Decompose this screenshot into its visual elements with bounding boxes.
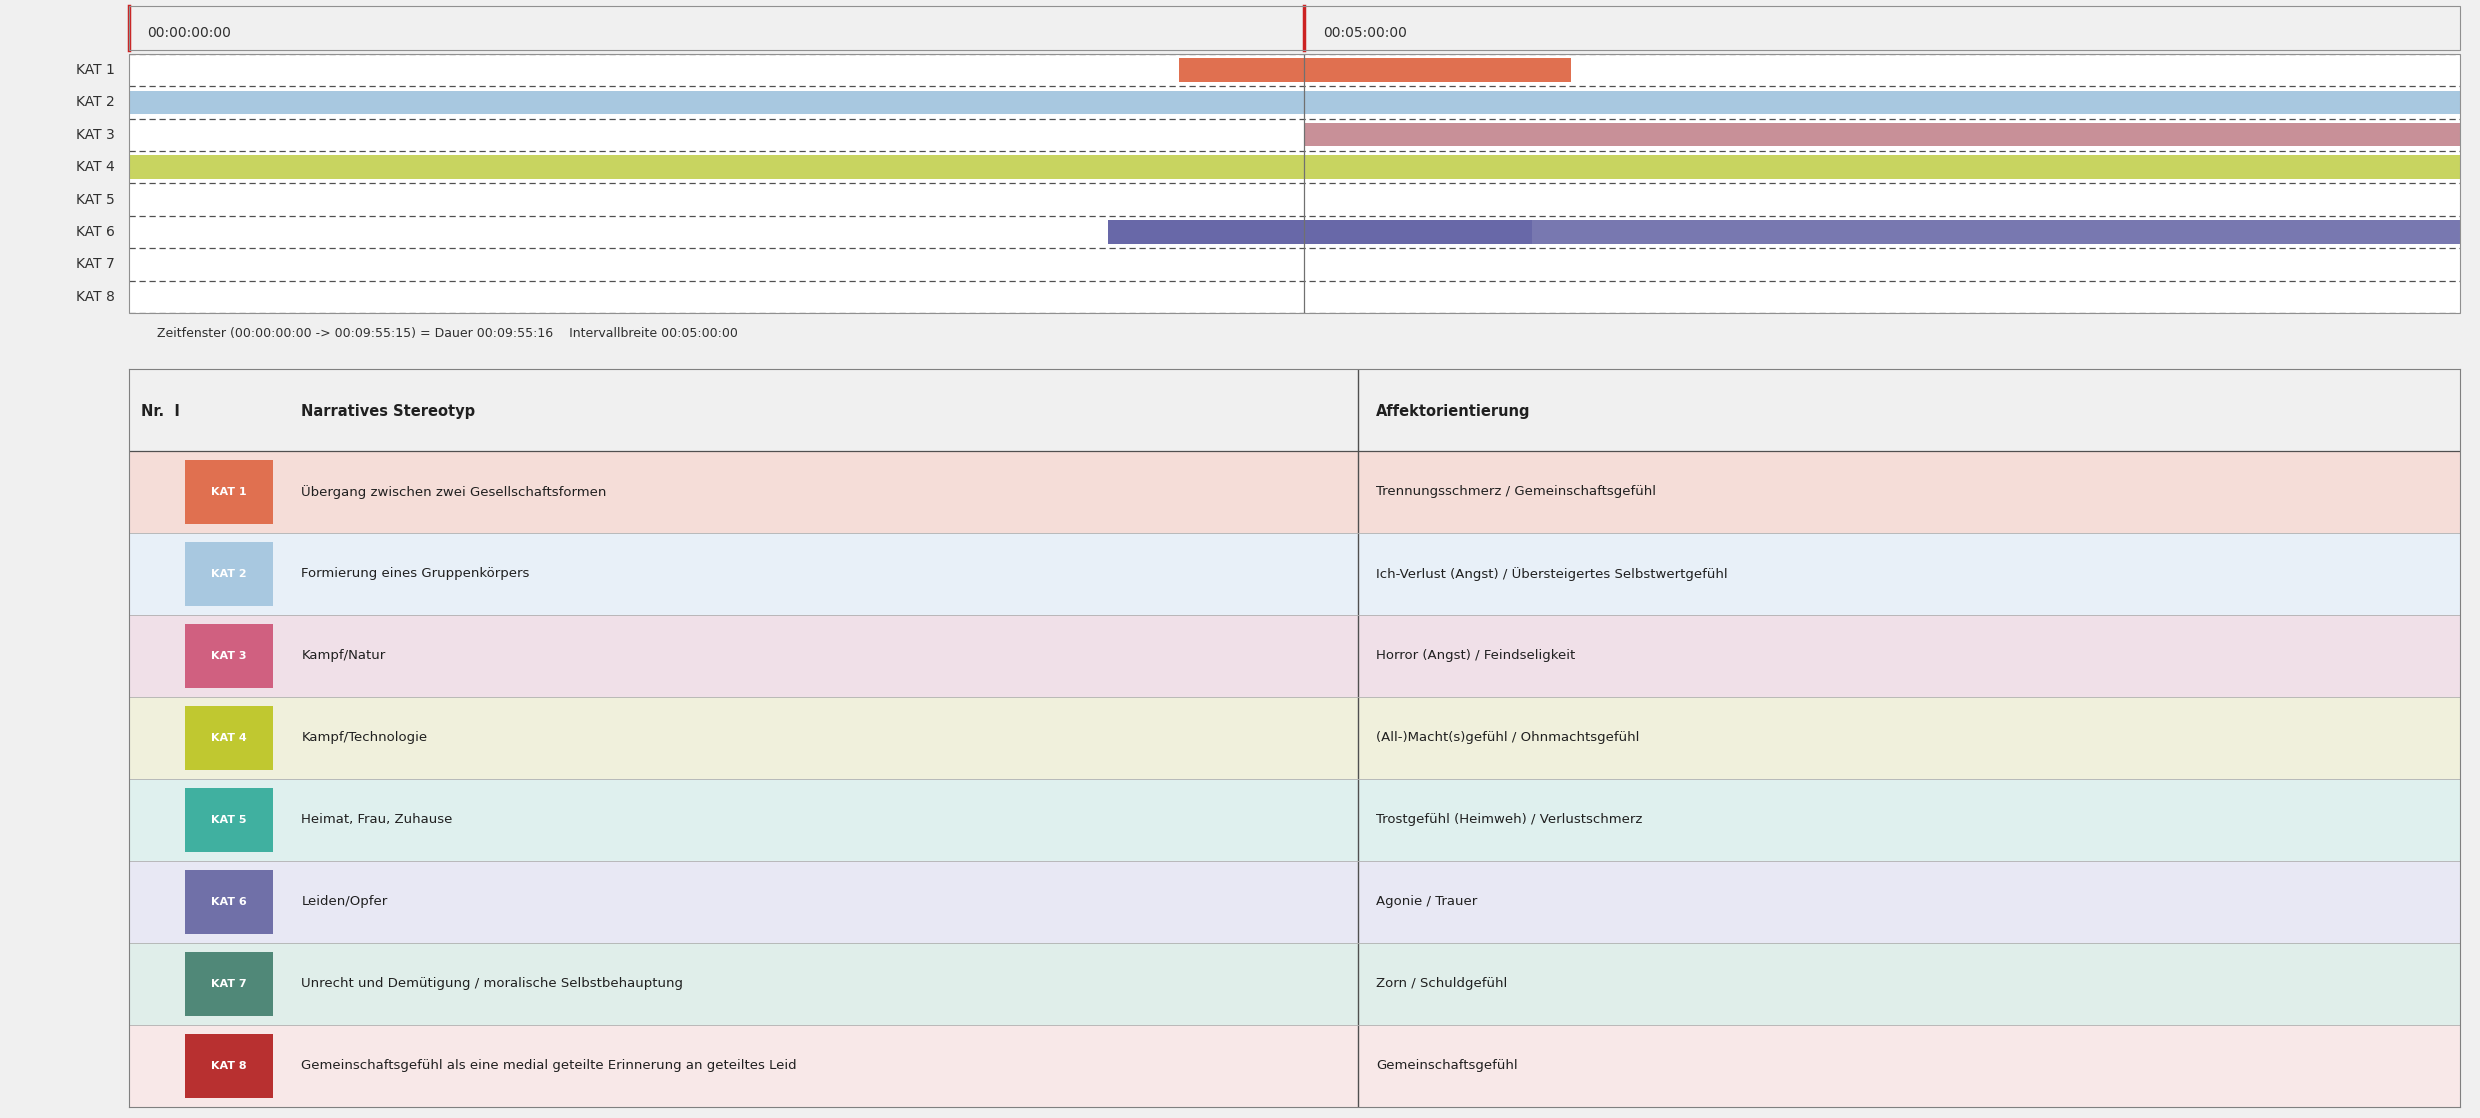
Bar <box>129 615 1357 697</box>
Text: 00:05:00:00: 00:05:00:00 <box>1322 27 1406 40</box>
Bar <box>1357 451 2460 533</box>
Bar <box>1304 155 2460 179</box>
Text: KAT 7: KAT 7 <box>77 257 114 272</box>
Text: KAT 8: KAT 8 <box>77 290 114 304</box>
Text: KAT 4: KAT 4 <box>77 160 114 174</box>
Bar <box>186 542 273 606</box>
Text: Horror (Angst) / Feindseligkeit: Horror (Angst) / Feindseligkeit <box>1376 650 1575 662</box>
Text: Heimat, Frau, Zuhause: Heimat, Frau, Zuhause <box>303 814 454 826</box>
Text: Leiden/Opfer: Leiden/Opfer <box>303 896 387 908</box>
Text: KAT 7: KAT 7 <box>211 979 248 988</box>
Text: KAT 2: KAT 2 <box>211 569 248 579</box>
Bar <box>1109 220 1649 244</box>
Text: KAT 6: KAT 6 <box>77 225 114 239</box>
Text: Agonie / Trauer: Agonie / Trauer <box>1376 896 1478 908</box>
Bar <box>129 1025 1357 1107</box>
Bar <box>129 533 1357 615</box>
Bar <box>1178 58 1570 82</box>
Text: KAT 6: KAT 6 <box>211 897 248 907</box>
Text: Zeitfenster (00:00:00:00 -> 00:09:55:15) = Dauer 00:09:55:16    Intervallbreite : Zeitfenster (00:00:00:00 -> 00:09:55:15)… <box>156 328 739 340</box>
Bar <box>129 697 1357 779</box>
Bar <box>1357 861 2460 942</box>
Bar <box>186 705 273 770</box>
Text: Übergang zwischen zwei Gesellschaftsformen: Übergang zwischen zwei Gesellschaftsform… <box>303 485 608 499</box>
Text: KAT 8: KAT 8 <box>211 1061 248 1071</box>
Bar <box>186 951 273 1016</box>
Text: Gemeinschaftsgefühl: Gemeinschaftsgefühl <box>1376 1060 1518 1072</box>
Text: Nr.  I: Nr. I <box>141 404 179 419</box>
Bar <box>129 942 1357 1025</box>
Text: KAT 5: KAT 5 <box>77 192 114 207</box>
Text: Affektorientierung: Affektorientierung <box>1376 404 1530 419</box>
Text: Trennungsschmerz / Gemeinschaftsgefühl: Trennungsschmerz / Gemeinschaftsgefühl <box>1376 485 1657 499</box>
Bar <box>186 1034 273 1098</box>
Bar <box>129 155 1337 179</box>
Text: Formierung eines Gruppenkörpers: Formierung eines Gruppenkörpers <box>303 568 531 580</box>
Text: 00:00:00:00: 00:00:00:00 <box>149 27 231 40</box>
Bar <box>1357 615 2460 697</box>
Text: Narratives Stereotyp: Narratives Stereotyp <box>303 404 476 419</box>
Text: Gemeinschaftsgefühl als eine medial geteilte Erinnerung an geteiltes Leid: Gemeinschaftsgefühl als eine medial gete… <box>303 1060 796 1072</box>
Bar <box>1357 779 2460 861</box>
Text: Unrecht und Demütigung / moralische Selbstbehauptung: Unrecht und Demütigung / moralische Selb… <box>303 977 684 991</box>
Bar <box>1304 91 2460 114</box>
Text: KAT 5: KAT 5 <box>211 815 248 825</box>
Bar <box>1357 697 2460 779</box>
Bar <box>129 91 1337 114</box>
Text: Trostgefühl (Heimweh) / Verlustschmerz: Trostgefühl (Heimweh) / Verlustschmerz <box>1376 814 1642 826</box>
Text: (All-)Macht(s)gefühl / Ohnmachtsgefühl: (All-)Macht(s)gefühl / Ohnmachtsgefühl <box>1376 731 1639 745</box>
Text: KAT 4: KAT 4 <box>211 733 248 742</box>
Text: KAT 3: KAT 3 <box>77 127 114 142</box>
Bar <box>129 451 1357 533</box>
Bar <box>186 624 273 688</box>
Bar <box>186 870 273 934</box>
Bar <box>1533 220 2460 244</box>
Text: Kampf/Natur: Kampf/Natur <box>303 650 387 662</box>
Text: KAT 2: KAT 2 <box>77 95 114 110</box>
Text: KAT 1: KAT 1 <box>77 63 114 77</box>
Bar <box>1357 533 2460 615</box>
Text: KAT 3: KAT 3 <box>211 651 248 661</box>
Bar <box>186 788 273 852</box>
Text: KAT 1: KAT 1 <box>211 487 248 496</box>
Text: Kampf/Technologie: Kampf/Technologie <box>303 731 427 745</box>
Bar <box>1357 1025 2460 1107</box>
Bar <box>129 861 1357 942</box>
Bar <box>1304 123 2460 146</box>
Text: Zorn / Schuldgefühl: Zorn / Schuldgefühl <box>1376 977 1508 991</box>
Bar <box>1357 942 2460 1025</box>
Text: Ich-Verlust (Angst) / Übersteigertes Selbstwertgefühl: Ich-Verlust (Angst) / Übersteigertes Sel… <box>1376 567 1729 581</box>
Bar <box>186 459 273 524</box>
Bar <box>129 779 1357 861</box>
